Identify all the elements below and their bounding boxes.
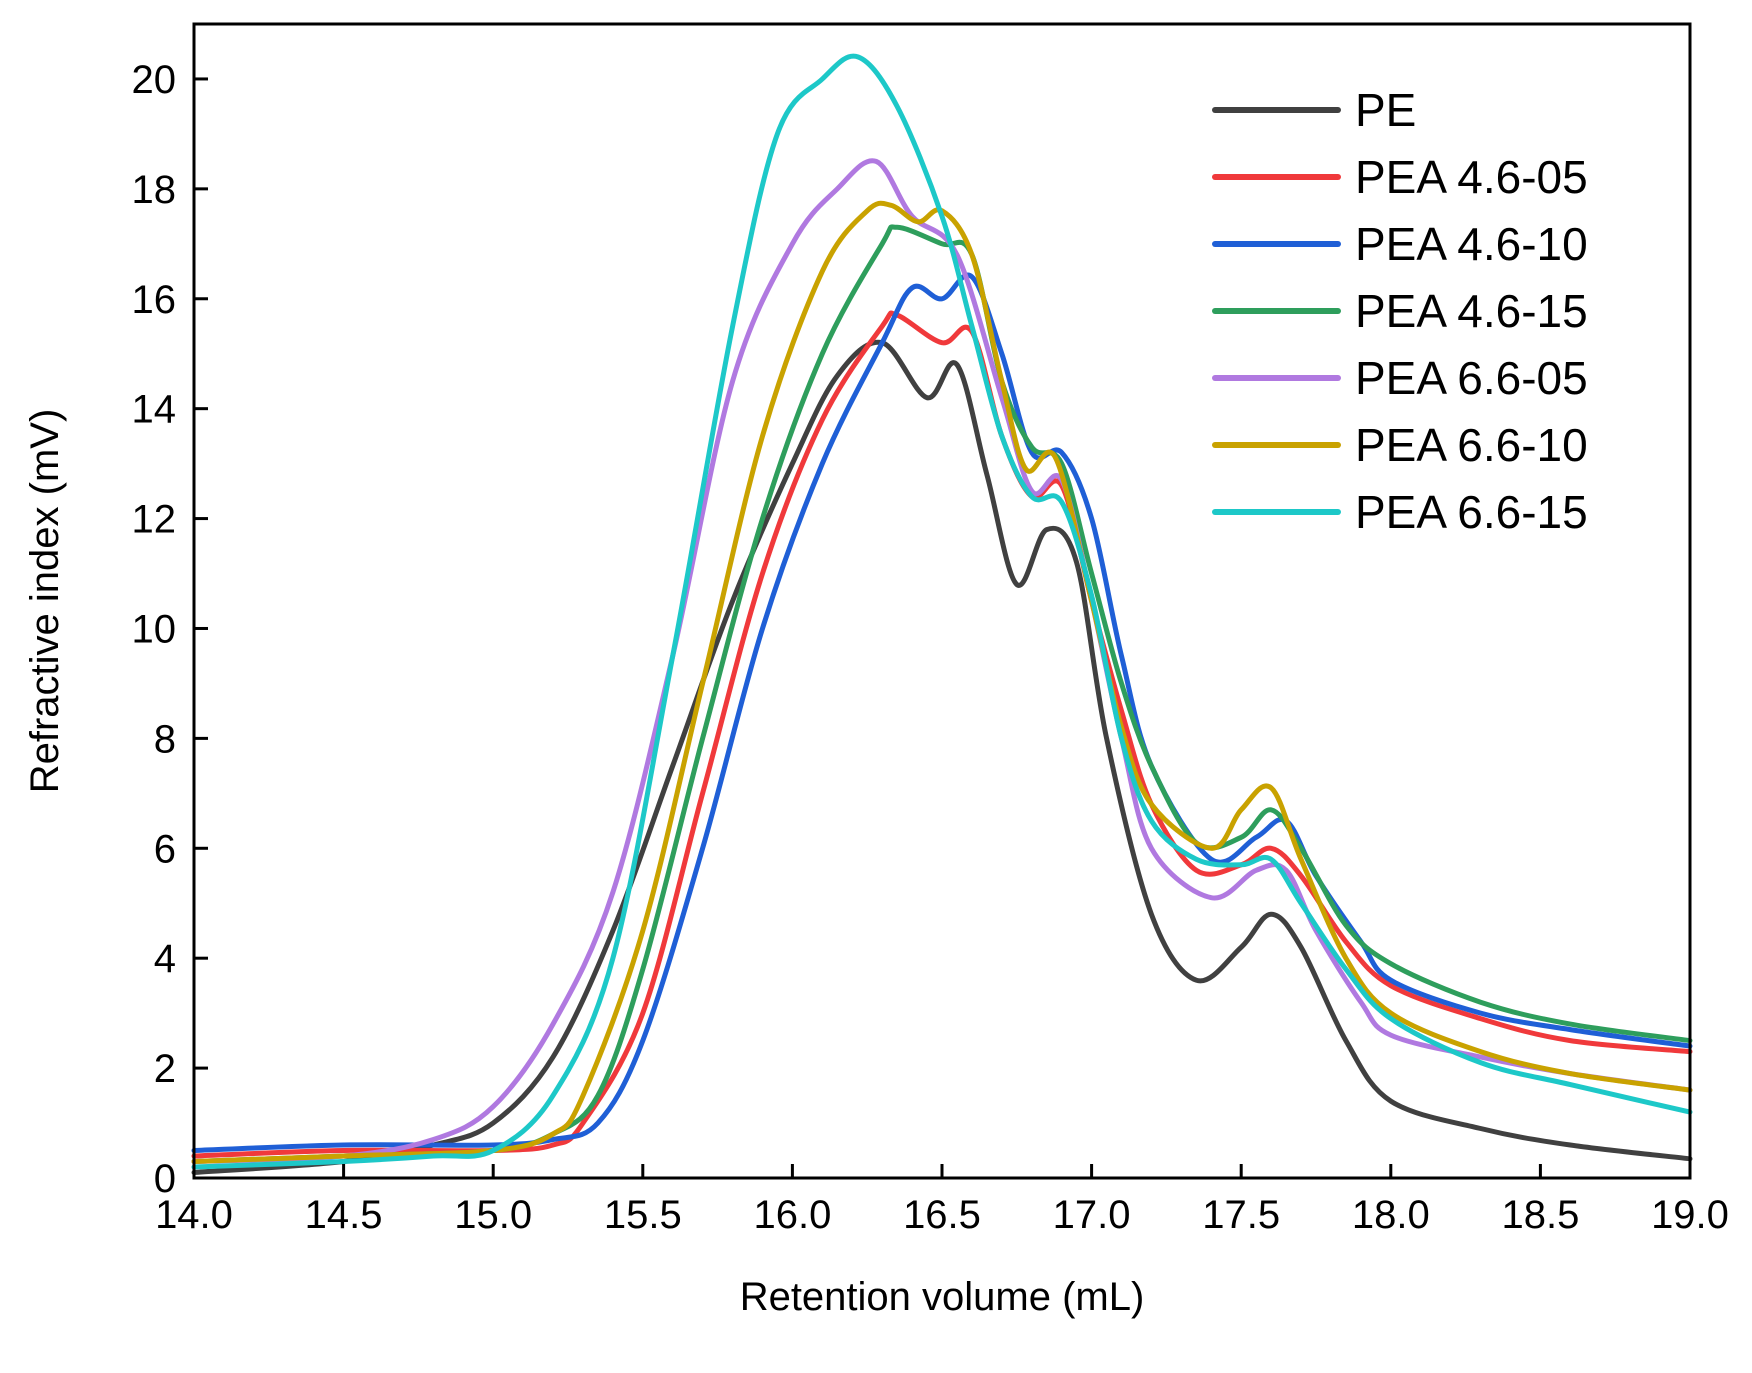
series-line-6 — [191, 53, 1693, 1170]
y-tick-label: 18 — [132, 168, 177, 212]
y-tick-label: 2 — [154, 1047, 176, 1091]
x-tick-label: 15.0 — [454, 1193, 532, 1237]
x-tick-label: 16.0 — [753, 1193, 831, 1237]
legend-label: PE — [1355, 84, 1416, 136]
y-tick-label: 10 — [132, 607, 177, 651]
legend-label: PEA 4.6-15 — [1355, 285, 1588, 337]
x-tick-label: 15.5 — [604, 1193, 682, 1237]
legend-label: PEA 6.6-15 — [1355, 486, 1588, 538]
legend-label: PEA 6.6-10 — [1355, 419, 1588, 471]
y-tick-label: 20 — [132, 58, 177, 102]
x-axis-title: Retention volume (mL) — [740, 1275, 1145, 1319]
legend: PE PEA 4.6-05 PEA 4.6-10 PEA 4.6-15 PEA 6.6-… — [1212, 84, 1588, 538]
y-tick-label: 8 — [154, 717, 176, 761]
y-tick-label: 0 — [154, 1157, 176, 1201]
x-tick-label: 14.5 — [305, 1193, 383, 1237]
y-tick-label: 4 — [154, 937, 176, 981]
legend-label: PEA 4.6-10 — [1355, 218, 1588, 270]
y-tick-label: 6 — [154, 827, 176, 871]
series-line-2 — [191, 272, 1693, 1153]
y-axis-title: Refractive index (mV) — [23, 409, 67, 794]
y-tick-label: 16 — [132, 278, 177, 322]
x-tick-label: 17.0 — [1053, 1193, 1131, 1237]
legend-label: PEA 4.6-05 — [1355, 151, 1588, 203]
x-tick-label: 16.5 — [903, 1193, 981, 1237]
series-line-0 — [191, 339, 1693, 1175]
x-tick-label: 18.0 — [1352, 1193, 1430, 1237]
axis-ticks: 14.0 14.5 15.0 15.5 16.0 16.5 17.0 17.5 18.0 18.5… — [132, 58, 1729, 1237]
y-tick-label: 12 — [132, 498, 177, 542]
series-line-4 — [191, 158, 1693, 1164]
series-line-5 — [191, 200, 1693, 1164]
x-tick-label: 14.0 — [155, 1193, 233, 1237]
legend-label: PEA 6.6-05 — [1355, 352, 1588, 404]
x-tick-label: 19.0 — [1651, 1193, 1729, 1237]
x-tick-label: 17.5 — [1202, 1193, 1280, 1237]
x-tick-label: 18.5 — [1501, 1193, 1579, 1237]
series-layer — [191, 53, 1693, 1175]
y-tick-label: 14 — [132, 388, 177, 432]
